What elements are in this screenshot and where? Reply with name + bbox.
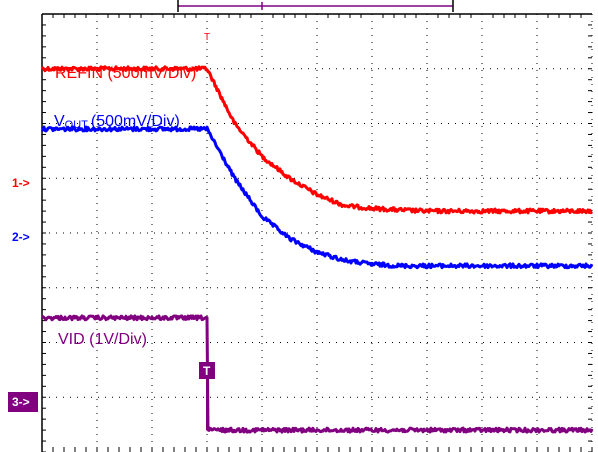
trace-vid [41,314,594,434]
trace-label-vout: VOUT (500mV/Div) [54,113,180,131]
ref-marker-vout: 2-> [12,230,30,244]
ref-marker-vid: 3-> [12,395,30,409]
trigger-marker-box [199,362,215,379]
trace-vout [41,125,594,270]
trace-refin [40,65,594,215]
trace-label-refin: REFIN (500mV/Div) [55,65,196,82]
trigger-position-bar [177,0,454,12]
ref-marker-refin: 1-> [12,176,30,190]
trigger-marker-refin: T [204,32,210,43]
ref-marker-box [8,392,38,412]
trigger-marker-label: T [203,364,211,378]
trace-label-vid: VID (1V/Div) [58,331,147,348]
